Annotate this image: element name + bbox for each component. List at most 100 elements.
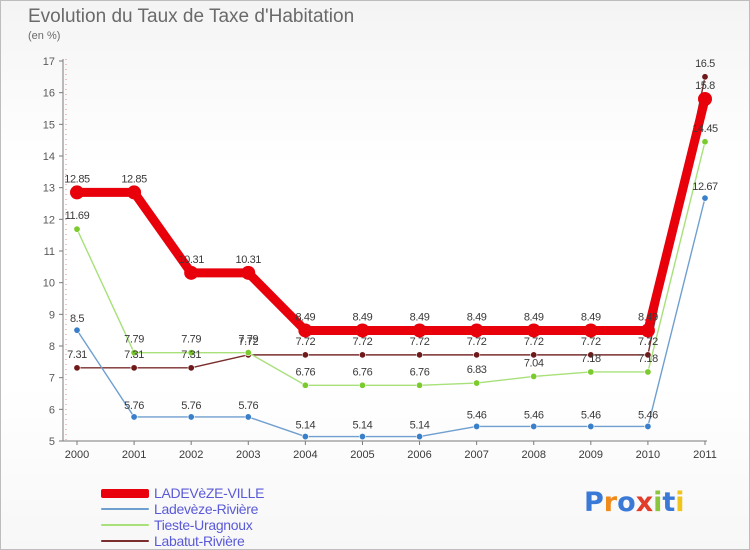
y-tick-label: 8 — [49, 341, 55, 353]
data-point — [301, 381, 309, 389]
x-tick-label: 2003 — [236, 449, 260, 461]
data-point — [130, 364, 138, 372]
brand-logo: Proxiti — [584, 487, 685, 518]
data-point — [70, 185, 84, 200]
data-point — [469, 323, 484, 338]
brand-letter: o — [617, 487, 636, 518]
data-label: 12.67 — [692, 181, 718, 193]
data-point — [530, 372, 538, 380]
data-label: 10.31 — [236, 254, 262, 266]
data-point — [644, 368, 652, 376]
data-label: 7.72 — [467, 336, 487, 348]
y-tick-label: 15 — [43, 119, 55, 131]
y-tick-label: 6 — [49, 404, 55, 416]
data-label: 14.45 — [692, 123, 718, 135]
y-tick-label: 10 — [43, 278, 55, 290]
data-label: 5.76 — [181, 400, 201, 412]
data-label: 8.49 — [353, 311, 373, 323]
brand-letter: i — [653, 487, 663, 518]
legend: LADEVèZE-VILLE Ladevèze-Rivière Tieste-U… — [101, 485, 361, 549]
data-point — [701, 138, 709, 146]
data-label: 8.5 — [70, 313, 84, 325]
data-label: 7.79 — [124, 334, 144, 346]
data-label: 5.14 — [295, 420, 315, 432]
data-label: 5.76 — [124, 400, 144, 412]
legend-item: Tieste-Uragnoux — [101, 517, 361, 533]
data-label: 7.31 — [181, 349, 201, 361]
data-point — [127, 185, 142, 200]
data-label: 7.18 — [581, 353, 601, 365]
series-line — [76, 197, 706, 438]
data-label: 16.5 — [695, 58, 715, 70]
data-label: 7.72 — [295, 336, 315, 348]
x-tick-label: 2011 — [693, 449, 717, 461]
x-tick-label: 2007 — [464, 449, 488, 461]
data-label: 8.49 — [581, 311, 601, 323]
data-label: 7.31 — [124, 349, 144, 361]
data-point — [130, 349, 138, 357]
data-point — [530, 351, 538, 359]
data-label: 6.83 — [467, 364, 487, 376]
data-label: 7.18 — [638, 353, 658, 365]
data-label: 5.14 — [353, 420, 373, 432]
data-point — [587, 422, 595, 430]
y-tick-label: 17 — [43, 56, 55, 68]
data-label: 8.49 — [410, 311, 430, 323]
data-point — [73, 326, 81, 334]
x-tick-label: 2001 — [122, 449, 146, 461]
data-point — [301, 351, 309, 359]
data-point — [244, 349, 252, 357]
x-tick-label: 2009 — [579, 449, 603, 461]
data-label: 8.49 — [524, 311, 544, 323]
data-point — [241, 265, 256, 280]
data-point — [473, 379, 481, 387]
data-label: 7.72 — [638, 336, 658, 348]
data-label: 7.79 — [181, 334, 201, 346]
data-label: 8.49 — [295, 311, 315, 323]
data-label: 7.72 — [353, 336, 373, 348]
legend-label: LADEVèZE-VILLE — [154, 485, 265, 501]
legend-label: Labatut-Rivière — [154, 533, 245, 549]
legend-swatch-labatut-riviere — [101, 540, 149, 542]
data-point — [473, 351, 481, 359]
brand-letter: i — [675, 487, 685, 518]
data-point — [526, 323, 541, 338]
brand-letter: r — [603, 487, 618, 518]
data-point — [644, 351, 652, 359]
data-label: 7.79 — [238, 334, 258, 346]
data-label: 7.72 — [238, 336, 258, 348]
x-tick-label: 2005 — [350, 449, 374, 461]
data-label: 7.72 — [524, 336, 544, 348]
x-tick-label: 2008 — [521, 449, 545, 461]
data-label: 5.76 — [238, 400, 258, 412]
data-point — [244, 413, 252, 421]
series-line — [76, 141, 706, 386]
data-point — [583, 323, 598, 338]
y-tick-label: 11 — [44, 246, 55, 258]
data-point — [644, 422, 652, 430]
legend-swatch-ladeveze-riviere — [101, 508, 149, 510]
x-tick-label: 2000 — [65, 449, 89, 461]
data-label: 5.46 — [638, 409, 658, 421]
data-point — [587, 368, 595, 376]
data-point — [187, 364, 195, 372]
legend-label: Tieste-Uragnoux — [154, 517, 253, 533]
data-point — [416, 351, 424, 359]
data-point — [640, 323, 655, 338]
data-point — [187, 349, 195, 357]
data-point — [530, 422, 538, 430]
data-label: 6.76 — [295, 366, 315, 378]
data-label: 10.31 — [178, 254, 204, 266]
series-line — [76, 76, 706, 369]
legend-item: Labatut-Rivière — [101, 533, 361, 549]
y-tick-label: 16 — [43, 88, 55, 100]
data-label: 7.31 — [67, 349, 87, 361]
data-point — [184, 265, 199, 280]
y-tick-label: 12 — [43, 214, 55, 226]
data-label: 5.46 — [524, 409, 544, 421]
data-label: 7.04 — [524, 357, 544, 369]
x-tick-label: 2006 — [407, 449, 431, 461]
legend-swatch-tieste-uragnoux — [101, 524, 149, 526]
data-label: 7.72 — [410, 336, 430, 348]
data-point — [130, 413, 138, 421]
